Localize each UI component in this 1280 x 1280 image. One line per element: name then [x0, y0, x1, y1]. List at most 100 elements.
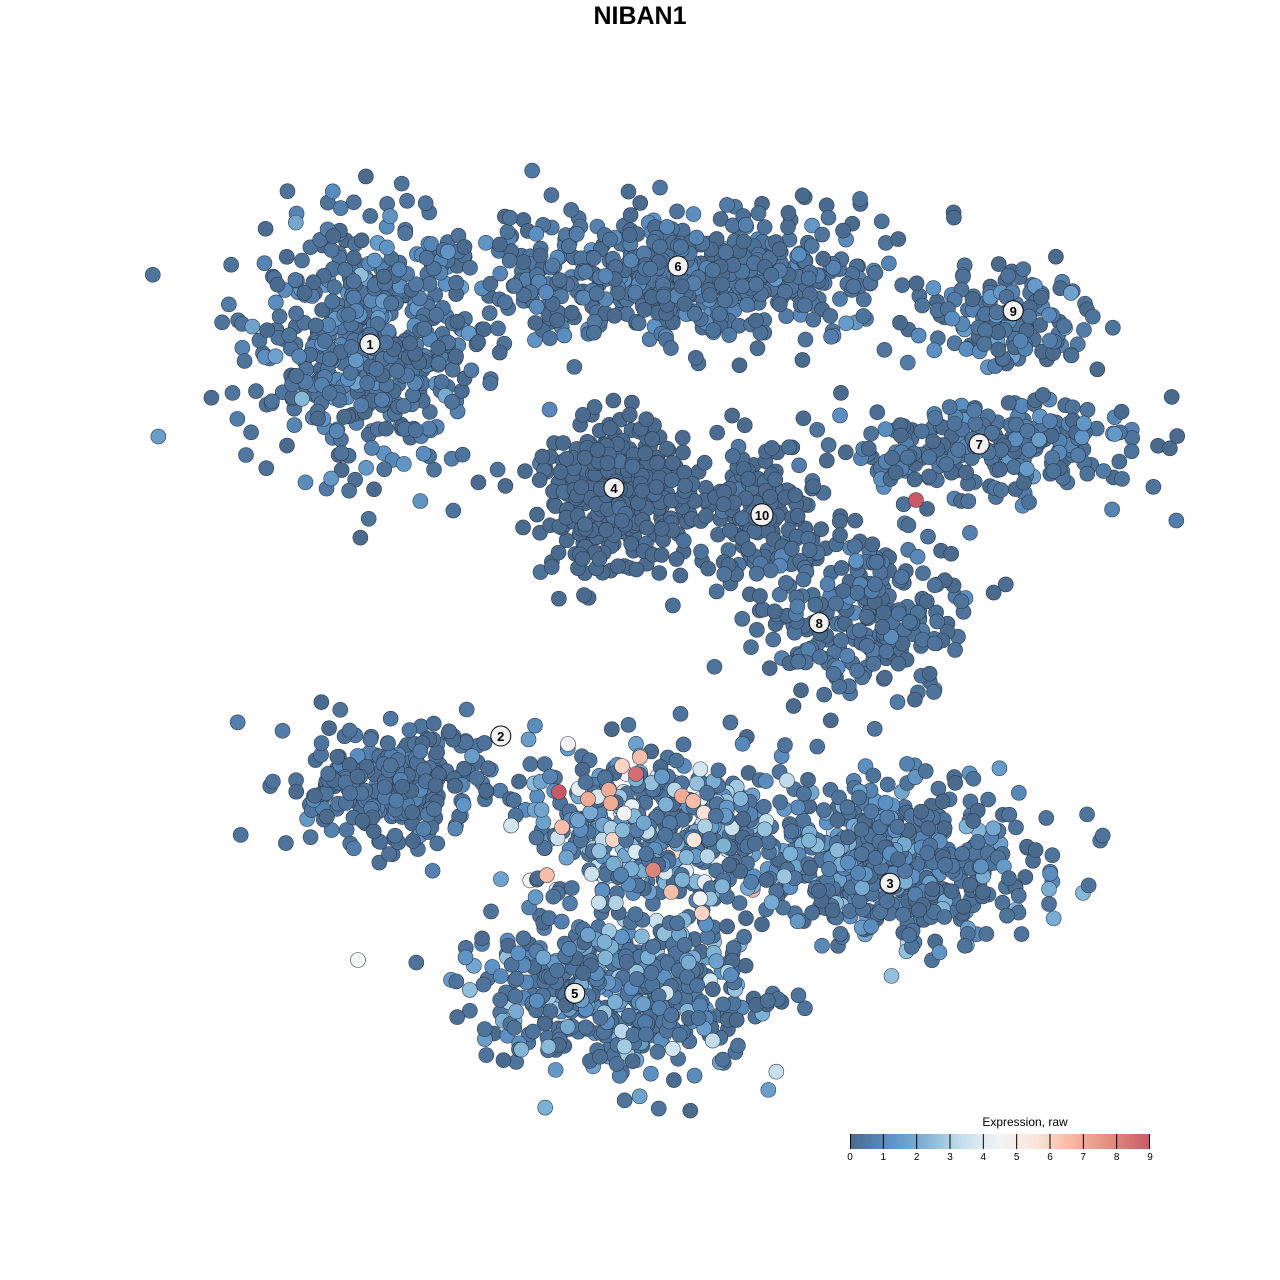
cell-point-cluster-6 [340, 307, 357, 323]
cell-point-cluster-5 [513, 1041, 530, 1058]
cell-point-cluster-6 [391, 261, 407, 278]
cell-point-cluster-10 [675, 532, 692, 549]
cell-point-cluster-3 [754, 916, 770, 933]
cell-point-cluster-10 [781, 439, 797, 455]
cell-point-cluster-6 [780, 219, 796, 235]
cell-point-cluster-5 [449, 1009, 465, 1025]
cell-point-cluster-8 [849, 662, 865, 679]
cell-point-cluster-3 [851, 893, 868, 909]
cell-point-cluster-mixed [699, 848, 716, 865]
cell-point-cluster-mixed [758, 773, 774, 789]
cell-point-cluster-mixed [815, 802, 832, 818]
cell-point-cluster-1 [541, 401, 558, 418]
cluster-label-10: 10 [750, 503, 774, 527]
cell-point-cluster-10 [805, 478, 822, 495]
cell-point-cluster-5 [506, 1019, 523, 1036]
cell-point-cluster-5 [508, 1003, 524, 1020]
cell-point-cluster-5 [643, 965, 660, 981]
cell-point-cluster-4 [586, 399, 603, 415]
cell-point-cluster-2 [405, 833, 421, 849]
cell-point-cluster-7 [941, 399, 958, 415]
cell-point-cluster-6 [739, 297, 755, 313]
cell-point-cluster-mixed [734, 735, 751, 752]
cell-point-cluster-8 [859, 637, 875, 654]
cell-point-cluster-6 [501, 252, 518, 269]
cell-point-cluster-1 [234, 340, 251, 356]
cell-point-cluster-6 [408, 276, 424, 292]
cell-point-cluster-2 [427, 777, 444, 794]
cell-point-cluster-1 [346, 250, 362, 266]
cell-point-cluster-6 [852, 191, 868, 207]
cell-point-cluster-8 [765, 631, 782, 648]
cell-point-cluster-6 [642, 261, 659, 277]
cell-point-cluster-1 [324, 293, 340, 310]
cell-point-cluster-2 [441, 723, 457, 740]
cell-point-cluster-7 [860, 440, 877, 457]
cell-point-cluster-6 [652, 179, 668, 196]
cell-point-cluster-1 [271, 308, 288, 325]
cell-point-cluster-6 [577, 264, 594, 280]
legend-tick-label: 7 [1080, 1152, 1087, 1163]
cell-point-cluster-1 [281, 327, 298, 343]
cell-point-cluster-3 [1027, 842, 1044, 858]
cell-point-cluster-7 [950, 441, 967, 458]
cell-point-cluster-5 [643, 1065, 659, 1082]
cell-point-cluster-4 [517, 463, 533, 479]
cell-point-cluster-3 [991, 760, 1008, 777]
cell-point-cluster-mixed [604, 721, 620, 737]
cell-point-cluster-3 [811, 882, 827, 899]
cell-point-cluster-mixed [596, 934, 613, 950]
cell-point-cluster-1 [566, 359, 583, 375]
cell-point-cluster-6 [456, 239, 473, 255]
cell-point-cluster-3 [839, 799, 856, 816]
svg-text:4: 4 [610, 481, 618, 496]
cell-point-cluster-mixed [591, 843, 608, 860]
cell-point-cluster-6 [688, 349, 704, 366]
cell-point-cluster-mixed [527, 717, 543, 734]
cell-point-cluster-6 [748, 276, 765, 293]
cell-point-cluster-10 [724, 407, 740, 424]
cell-point-cluster-10 [653, 547, 670, 563]
cell-point-cluster-3 [854, 880, 870, 896]
cell-point-cluster-8 [812, 649, 828, 665]
cell-point-cluster-4 [651, 565, 668, 581]
cell-point-cluster-mixed [722, 714, 739, 731]
cell-point-cluster-6 [892, 314, 908, 331]
cell-point-cluster-5 [607, 994, 623, 1010]
cell-point-high-expression [694, 905, 710, 922]
cell-point-cluster-1 [470, 334, 486, 351]
cell-point-cluster-2 [274, 722, 291, 739]
cell-point-cluster-1 [360, 510, 377, 527]
cell-point-cluster-8 [749, 622, 765, 638]
cell-point-cluster-2 [429, 835, 446, 852]
cell-point-cluster-3 [850, 865, 866, 881]
cell-point-cluster-6 [719, 197, 735, 213]
cell-point-cluster-8 [921, 665, 938, 682]
cell-point-cluster-mixed [493, 871, 509, 887]
cell-point-cluster-5 [575, 965, 591, 981]
cell-point-cluster-7 [832, 407, 848, 424]
cluster-label-3: 3 [879, 872, 901, 894]
cell-point-cluster-mixed [545, 888, 562, 905]
cell-point-cluster-3 [824, 902, 841, 919]
cell-point-cluster-2 [382, 757, 399, 774]
cell-point-cluster-7 [1042, 413, 1058, 429]
cell-point-cluster-8 [778, 575, 794, 591]
cell-point-cluster-8 [943, 545, 960, 562]
cell-point-cluster-2 [321, 720, 337, 736]
cell-point-cluster-8 [893, 569, 910, 585]
cell-point-cluster-5 [705, 981, 721, 998]
cell-point-cluster-1 [297, 474, 314, 491]
cell-point-cluster-6 [772, 296, 788, 313]
cell-point-cluster-5 [690, 1010, 707, 1026]
cell-point-cluster-7 [820, 437, 837, 453]
cell-point-cluster-1 [308, 317, 324, 334]
cell-point-cluster-2 [349, 768, 366, 785]
cell-point-cluster-5 [462, 982, 478, 998]
cell-point-cluster-1 [248, 383, 264, 399]
cell-point-cluster-1 [470, 474, 487, 491]
cell-point-cluster-5 [663, 1007, 680, 1023]
cell-point-cluster-3 [863, 803, 880, 820]
cell-point-cluster-1 [353, 397, 369, 414]
cell-point-cluster-6 [867, 265, 884, 281]
